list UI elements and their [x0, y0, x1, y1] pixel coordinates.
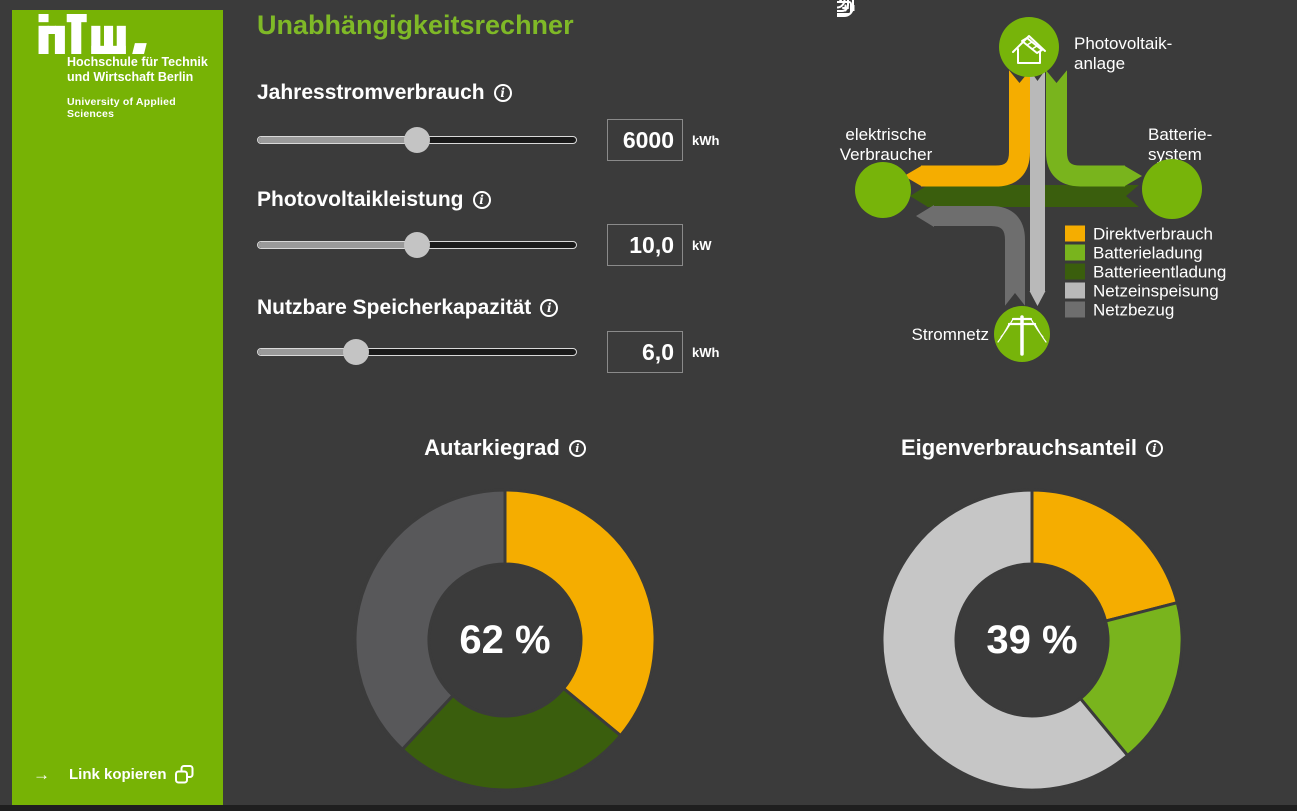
value-speicherkapazitaet[interactable]: 6,0	[607, 331, 683, 373]
battery-icon	[837, 1, 855, 15]
donut-segment-direktverbrauch	[503, 488, 657, 738]
value-jahresstromverbrauch[interactable]: 6000	[607, 119, 683, 161]
legend-swatch	[1065, 301, 1085, 318]
eigenverbrauch-title: Eigenverbrauchsanteil i	[879, 435, 1185, 461]
node-batterie	[837, 1, 1202, 219]
flow-tail-notch	[1045, 69, 1068, 83]
slider-handle[interactable]	[404, 127, 430, 153]
autarkiegrad-chart: 62 %	[352, 487, 658, 793]
autarkiegrad-title: Autarkiegrad i	[352, 435, 658, 461]
institution-name: Hochschule für Technik und Wirtschaft Be…	[67, 55, 208, 84]
page-title: Unabhängigkeitsrechner	[257, 10, 574, 40]
donut-segment-direktverbrauch	[1030, 488, 1180, 623]
label-verbraucher: elektrische	[845, 125, 926, 144]
flow-batterieladung	[1046, 70, 1125, 187]
legend-label: Batterieentladung	[1093, 263, 1226, 282]
autarkiegrad-donut	[353, 488, 657, 792]
slider-photovoltaikleistung[interactable]	[257, 232, 577, 258]
info-icon[interactable]: i	[493, 84, 512, 102]
flow-netzbezug-arrow	[916, 205, 934, 227]
info-icon[interactable]: i	[472, 191, 491, 209]
info-icon[interactable]: i	[568, 439, 586, 457]
flow-batterieladung-arrow	[1124, 165, 1142, 187]
slider-fill	[258, 137, 417, 143]
legend-swatch	[1065, 263, 1085, 280]
slider-fill	[258, 242, 417, 248]
legend-label: Netzeinspeisung	[1093, 282, 1219, 301]
donut-segment-batterieentladung	[400, 686, 623, 792]
sidebar: Hochschule für Technik und Wirtschaft Be…	[12, 10, 223, 805]
slider-speicherkapazitaet[interactable]	[257, 339, 577, 365]
flow-netzbezug	[933, 206, 1025, 306]
node-verbraucher	[837, 0, 911, 218]
flow-netzeinspeisung-arrow	[1029, 291, 1046, 306]
slider-handle[interactable]	[343, 339, 370, 365]
copy-link-button[interactable]: → Link kopieren	[33, 764, 195, 785]
flow-tail-notch	[1126, 184, 1140, 208]
label-jahresstromverbrauch: Jahresstromverbrauch i	[257, 81, 512, 105]
flow-batterieentladung-arrow	[910, 185, 928, 207]
svg-text:Verbraucher: Verbraucher	[840, 145, 933, 164]
legend-swatch	[1065, 244, 1085, 261]
copy-link-label: Link kopieren	[69, 766, 167, 783]
svg-text:anlage: anlage	[1074, 54, 1125, 73]
solar-house-icon	[1012, 35, 1046, 64]
unit-label: kWh	[692, 345, 720, 360]
legend-swatch	[1065, 282, 1085, 299]
power-pole-icon	[997, 315, 1047, 356]
flow-direktverbrauch	[921, 70, 1030, 187]
info-icon[interactable]: i	[1145, 439, 1163, 457]
unit-label: kW	[692, 238, 712, 253]
label-batteriesystem: Batterie-	[1148, 125, 1212, 144]
copy-icon	[174, 765, 194, 784]
flow-tail-notch	[1004, 293, 1026, 307]
legend-swatch	[1065, 225, 1085, 242]
slider-handle[interactable]	[404, 232, 430, 258]
slider-fill	[258, 349, 357, 355]
node-photovoltaik	[999, 17, 1059, 77]
donut-segment-batterieladung	[1078, 600, 1184, 758]
legend-label: Direktverbrauch	[1093, 225, 1213, 244]
label-stromnetz: Stromnetz	[912, 325, 989, 344]
institution-subtitle: University of Applied Sciences	[67, 96, 176, 120]
slider-jahresstromverbrauch[interactable]	[257, 127, 577, 153]
donut-segment-netzeinspeisung	[880, 488, 1130, 792]
label-photovoltaikleistung: Photovoltaikleistung i	[257, 188, 491, 212]
eigenverbrauch-donut	[880, 488, 1184, 792]
flow-legend: Direktverbrauch Batterieladung Batteriee…	[1065, 225, 1226, 320]
slider-track[interactable]	[257, 348, 577, 356]
value-photovoltaikleistung[interactable]: 10,0	[607, 224, 683, 266]
svg-text:system: system	[1148, 145, 1202, 164]
info-icon[interactable]: i	[540, 299, 559, 317]
bottom-strip	[0, 805, 1297, 811]
label-speicherkapazitaet: Nutzbare Speicherkapazität i	[257, 296, 559, 320]
flow-direktverbrauch-arrow	[904, 165, 922, 187]
arrow-right-icon: →	[33, 764, 50, 784]
htw-logo	[38, 14, 147, 54]
label-photovoltaikanlage: Photovoltaik-	[1074, 34, 1172, 53]
node-stromnetz	[994, 306, 1050, 362]
energy-flow-diagram: Photovoltaik- anlage elektrische Verbrau…	[837, 0, 1226, 362]
legend-label: Batterieladung	[1093, 244, 1203, 263]
donut-segment-netzbezug	[353, 488, 507, 752]
eigenverbrauch-chart: 39 %	[879, 487, 1185, 793]
unit-label: kWh	[692, 133, 720, 148]
legend-label: Netzbezug	[1093, 301, 1174, 320]
